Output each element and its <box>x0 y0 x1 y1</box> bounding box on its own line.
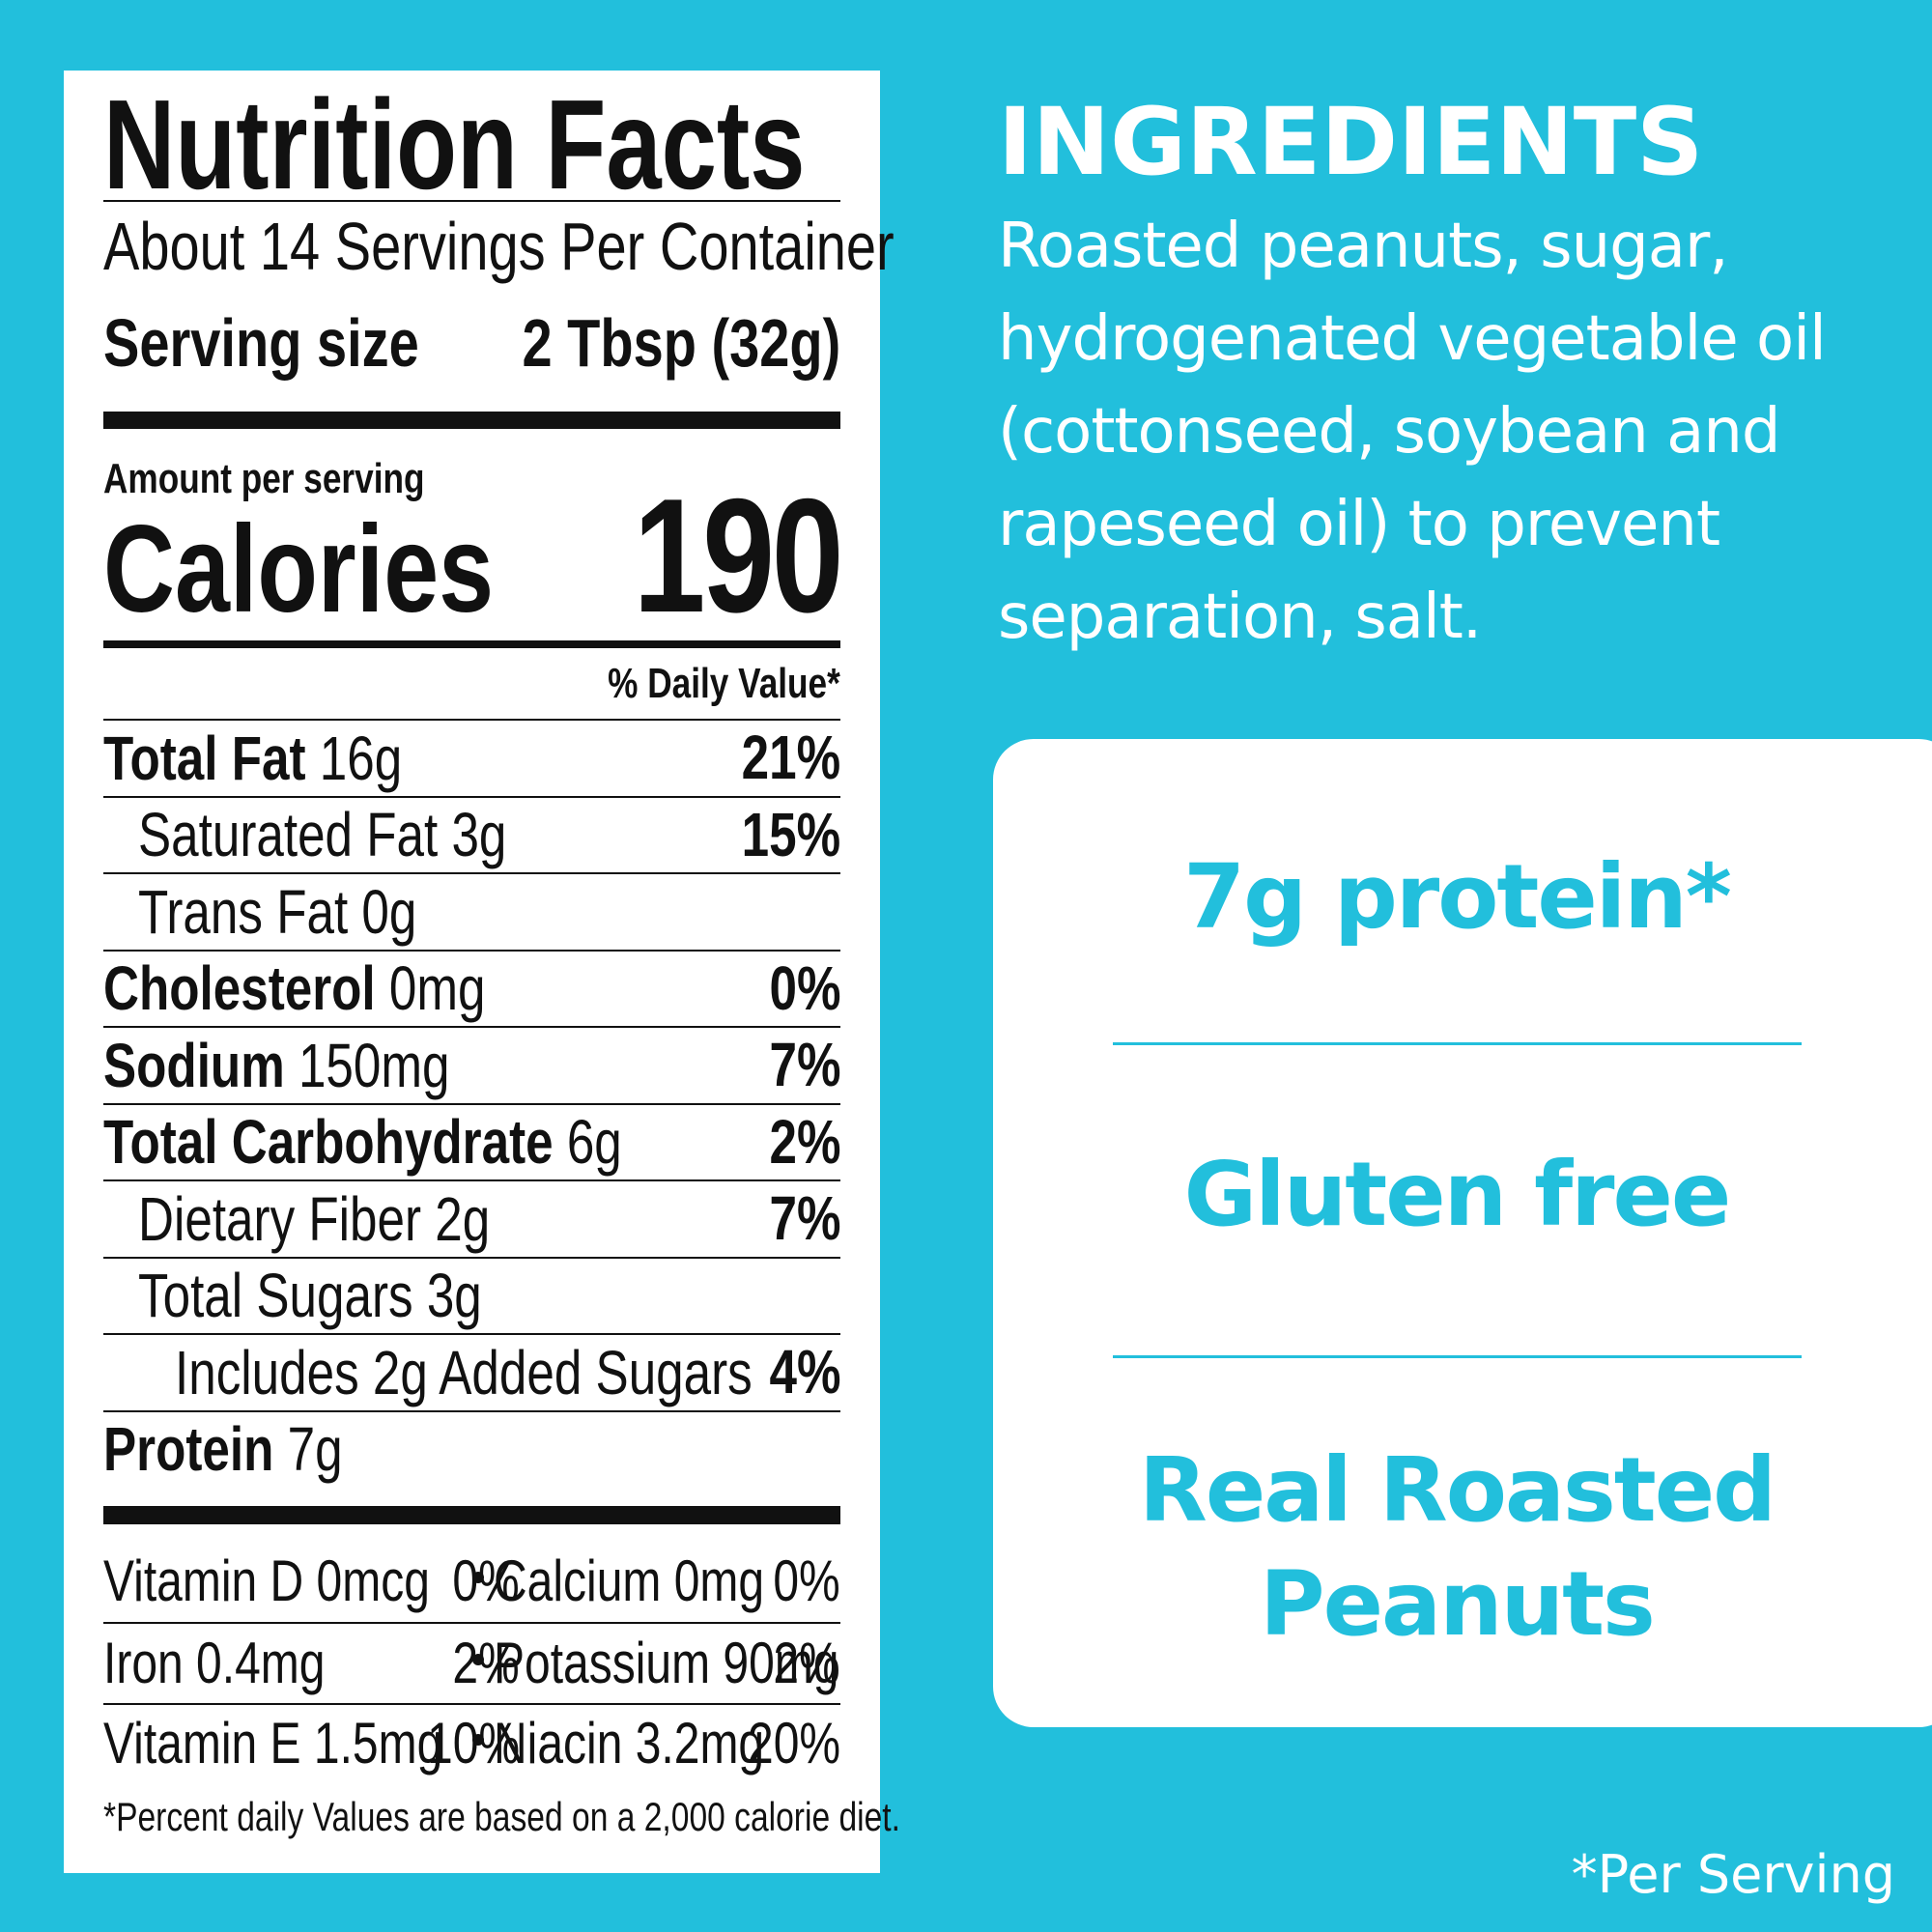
highlight-card <box>993 739 1932 1727</box>
vitamin-dv: 20% <box>747 1711 840 1776</box>
vitamin-dv: 2% <box>773 1631 840 1695</box>
daily-value: 2% <box>769 1106 840 1177</box>
vitamin-dv: 0% <box>773 1548 840 1613</box>
nutrient-name: Total Carbohydrate <box>103 1107 554 1178</box>
nutrient-name: Saturated Fat <box>138 800 439 870</box>
ingredients-line: (cottonseed, soybean and <box>998 396 1781 468</box>
highlight: 7g protein* <box>1183 845 1732 949</box>
ingredients-title: INGREDIENTS <box>998 88 1704 196</box>
vitamin-name: Iron 0.4mg <box>103 1631 326 1695</box>
rule <box>103 1256 840 1259</box>
nutrient-name: Dietary Fiber <box>138 1183 422 1254</box>
nutrient-row: Sodium 150mg <box>103 1029 450 1102</box>
ingredients-line: separation, salt. <box>998 582 1482 653</box>
rule <box>103 795 840 798</box>
vitamin-name: Vitamin D 0mcg <box>103 1548 430 1613</box>
nutrient-row: Cholesterol 0mg <box>103 952 485 1025</box>
daily-value: 4% <box>769 1337 840 1407</box>
nutrient-name: Total Fat <box>103 723 306 793</box>
nutrient-name: Trans Fat <box>138 876 349 947</box>
rule <box>103 1505 840 1524</box>
rule <box>103 1409 840 1412</box>
rule <box>103 872 840 874</box>
bullet <box>472 1654 484 1665</box>
daily-value: 21% <box>741 723 840 793</box>
nutrient-amount: 150mg <box>298 1030 450 1100</box>
vitamin-name: Calcium 0mg <box>494 1548 765 1613</box>
vitamin-name: Niacin 3.2mg <box>494 1711 765 1776</box>
nutrient-name: Sodium <box>103 1030 285 1100</box>
nutrient-amount: 7g <box>287 1414 343 1485</box>
vitamin-name: Potassium 90mg <box>494 1631 839 1695</box>
nutrient-name: Protein <box>103 1414 274 1485</box>
serving-size: 2 Tbsp (32g) <box>522 305 840 381</box>
rule <box>103 1179 840 1181</box>
nutrient-row: Total Sugars 3g <box>138 1259 482 1332</box>
bullet <box>472 1572 484 1583</box>
ingredients-line: hydrogenated vegetable oil <box>998 303 1827 375</box>
rule <box>103 1621 840 1624</box>
daily-value: 0% <box>769 952 840 1023</box>
rule <box>103 1102 840 1105</box>
serving-size-label: Serving size <box>103 305 419 381</box>
nutrient-amount: 0mg <box>388 953 486 1024</box>
highlight: Gluten free <box>1183 1143 1732 1246</box>
nutrient-amount: 16g <box>319 723 403 793</box>
vitamin-dv: 0% <box>452 1548 520 1613</box>
nutrient-name: Cholesterol <box>103 953 376 1024</box>
label-title: Nutrition Facts <box>103 73 806 215</box>
rule <box>103 1333 840 1335</box>
nutrient-amount: 0g <box>361 876 417 947</box>
ingredients-line: rapeseed oil) to prevent <box>998 489 1720 560</box>
rule <box>103 949 840 952</box>
highlight-separator <box>1113 1355 1802 1358</box>
servings-per-container: About 14 Servings Per Container <box>103 209 895 284</box>
nutrient-row: Saturated Fat 3g <box>138 798 506 871</box>
bullet <box>472 1734 484 1746</box>
nutrition-label: Nutrition Facts About 14 Servings Per Con… <box>64 71 900 1873</box>
daily-value: 7% <box>769 1030 840 1100</box>
label-footnote: *Percent daily Values are based on a 2,0… <box>103 1794 900 1839</box>
vitamin-dv: 2% <box>452 1631 520 1695</box>
ingredients-line: Roasted peanuts, sugar, <box>998 211 1729 282</box>
rule <box>103 719 840 721</box>
nutrient-amount: 2g <box>435 1183 491 1254</box>
rule <box>103 1026 840 1028</box>
vitamin-name: Vitamin E 1.5mg <box>103 1711 443 1776</box>
highlight-separator <box>1113 1042 1802 1045</box>
highlight: Peanuts <box>1260 1552 1656 1656</box>
daily-value: 7% <box>769 1183 840 1254</box>
rule <box>103 1702 840 1705</box>
daily-value-header: % Daily Value* <box>608 659 840 707</box>
nutrient-amount: 3g <box>426 1261 482 1331</box>
nutrient-row: Includes 2g Added Sugars <box>175 1336 753 1409</box>
nutrient-row: Total Fat 16g <box>103 722 402 795</box>
rule <box>103 640 840 648</box>
amount-per-serving: Amount per serving <box>103 454 425 502</box>
calories-label: Calories <box>103 500 495 639</box>
rule <box>103 200 840 202</box>
nutrient-row: Protein 7g <box>103 1412 343 1486</box>
nutrient-row: Total Carbohydrate 6g <box>103 1105 622 1179</box>
calories-value: 190 <box>633 465 843 646</box>
nutrient-name: Total Sugars <box>138 1261 413 1331</box>
nutrient-row: Dietary Fiber 2g <box>138 1182 490 1256</box>
nutrient-amount: 6g <box>566 1107 622 1178</box>
highlight: Real Roasted <box>1138 1438 1776 1542</box>
nutrient-name: Includes 2g Added Sugars <box>175 1337 753 1407</box>
rule <box>103 412 840 429</box>
footnote: *Per Serving <box>1571 1844 1895 1905</box>
nutrient-amount: 3g <box>451 800 507 870</box>
daily-value: 15% <box>741 799 840 869</box>
nutrient-row: Trans Fat 0g <box>138 875 416 949</box>
